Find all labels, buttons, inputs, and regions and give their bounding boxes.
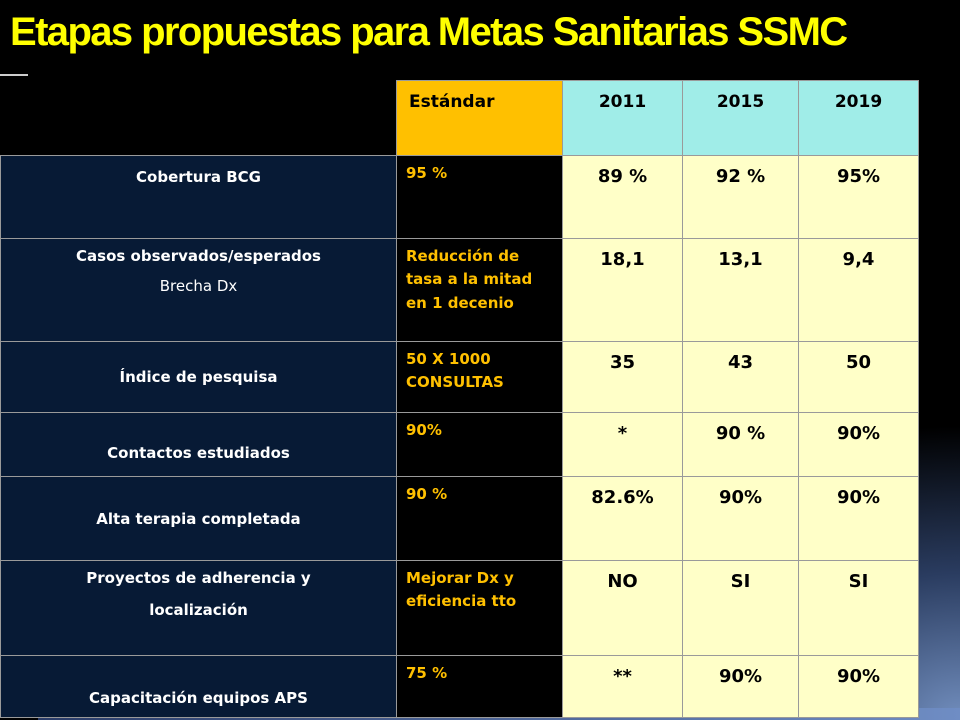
header-year-2015: 2015 bbox=[682, 80, 799, 156]
table-row: Proyectos de adherencia y localización M… bbox=[0, 560, 919, 656]
table-row: Casos observados/esperados Brecha Dx Red… bbox=[0, 238, 919, 342]
value-cell: 50 bbox=[798, 341, 919, 413]
standard-cell: 90% bbox=[396, 412, 563, 477]
metas-table: Estándar 2011 2015 2019 Cobertura BCG 95… bbox=[0, 80, 919, 718]
table-header-row: Estándar 2011 2015 2019 bbox=[1, 80, 919, 156]
header-blank-area bbox=[0, 80, 396, 144]
standard-cell: 90 % bbox=[396, 476, 563, 561]
header-standard: Estándar bbox=[396, 80, 563, 156]
value-cell: 90% bbox=[682, 476, 799, 561]
value-cell: 43 bbox=[682, 341, 799, 413]
value-cell: 90% bbox=[798, 655, 919, 718]
indicator-cell: Casos observados/esperados Brecha Dx bbox=[0, 238, 397, 342]
indicator-cell: Proyectos de adherencia y localización bbox=[0, 560, 397, 656]
header-year-2019: 2019 bbox=[798, 80, 919, 156]
standard-cell: 75 % bbox=[396, 655, 563, 718]
standard-cell: Mejorar Dx y eficiencia tto bbox=[396, 560, 563, 656]
value-cell: NO bbox=[562, 560, 683, 656]
indicator-cell: Índice de pesquisa bbox=[0, 341, 397, 413]
standard-cell: Reducción de tasa a la mitad en 1 deceni… bbox=[396, 238, 563, 342]
indicator-cell: Cobertura BCG bbox=[0, 155, 397, 239]
indicator-cell: Alta terapia completada bbox=[0, 476, 397, 561]
value-cell: 35 bbox=[562, 341, 683, 413]
table-row: Contactos estudiados 90% * 90 % 90% bbox=[0, 412, 919, 477]
value-cell: 90% bbox=[682, 655, 799, 718]
value-cell: 90 % bbox=[682, 412, 799, 477]
value-cell: 89 % bbox=[562, 155, 683, 239]
header-year-2011: 2011 bbox=[562, 80, 683, 156]
indicator-sublabel: Brecha Dx bbox=[159, 277, 238, 295]
value-cell: 13,1 bbox=[682, 238, 799, 342]
value-cell: 90% bbox=[798, 476, 919, 561]
decorative-line bbox=[0, 74, 28, 76]
value-cell: 90% bbox=[798, 412, 919, 477]
value-cell: 18,1 bbox=[562, 238, 683, 342]
indicator-label-line2: localización bbox=[149, 601, 248, 619]
table-row: Cobertura BCG 95 % 89 % 92 % 95% bbox=[0, 155, 919, 239]
value-cell: 92 % bbox=[682, 155, 799, 239]
value-cell: 82.6% bbox=[562, 476, 683, 561]
value-cell: 95% bbox=[798, 155, 919, 239]
indicator-label: Proyectos de adherencia y bbox=[86, 569, 311, 587]
table-row: Índice de pesquisa 50 X 1000 CONSULTAS 3… bbox=[0, 341, 919, 413]
indicator-cell: Contactos estudiados bbox=[0, 412, 397, 477]
value-cell: ** bbox=[562, 655, 683, 718]
header-empty-cell bbox=[1, 81, 397, 156]
table-row: Alta terapia completada 90 % 82.6% 90% 9… bbox=[0, 476, 919, 561]
value-cell: SI bbox=[798, 560, 919, 656]
value-cell: SI bbox=[682, 560, 799, 656]
table-row: Capacitación equipos APS 75 % ** 90% 90% bbox=[0, 655, 919, 718]
value-cell: * bbox=[562, 412, 683, 477]
standard-cell: 95 % bbox=[396, 155, 563, 239]
indicator-cell: Capacitación equipos APS bbox=[0, 655, 397, 718]
standard-cell: 50 X 1000 CONSULTAS bbox=[396, 341, 563, 413]
indicator-label: Casos observados/esperados bbox=[76, 247, 321, 265]
slide-title: Etapas propuestas para Metas Sanitarias … bbox=[10, 10, 848, 54]
value-cell: 9,4 bbox=[798, 238, 919, 342]
